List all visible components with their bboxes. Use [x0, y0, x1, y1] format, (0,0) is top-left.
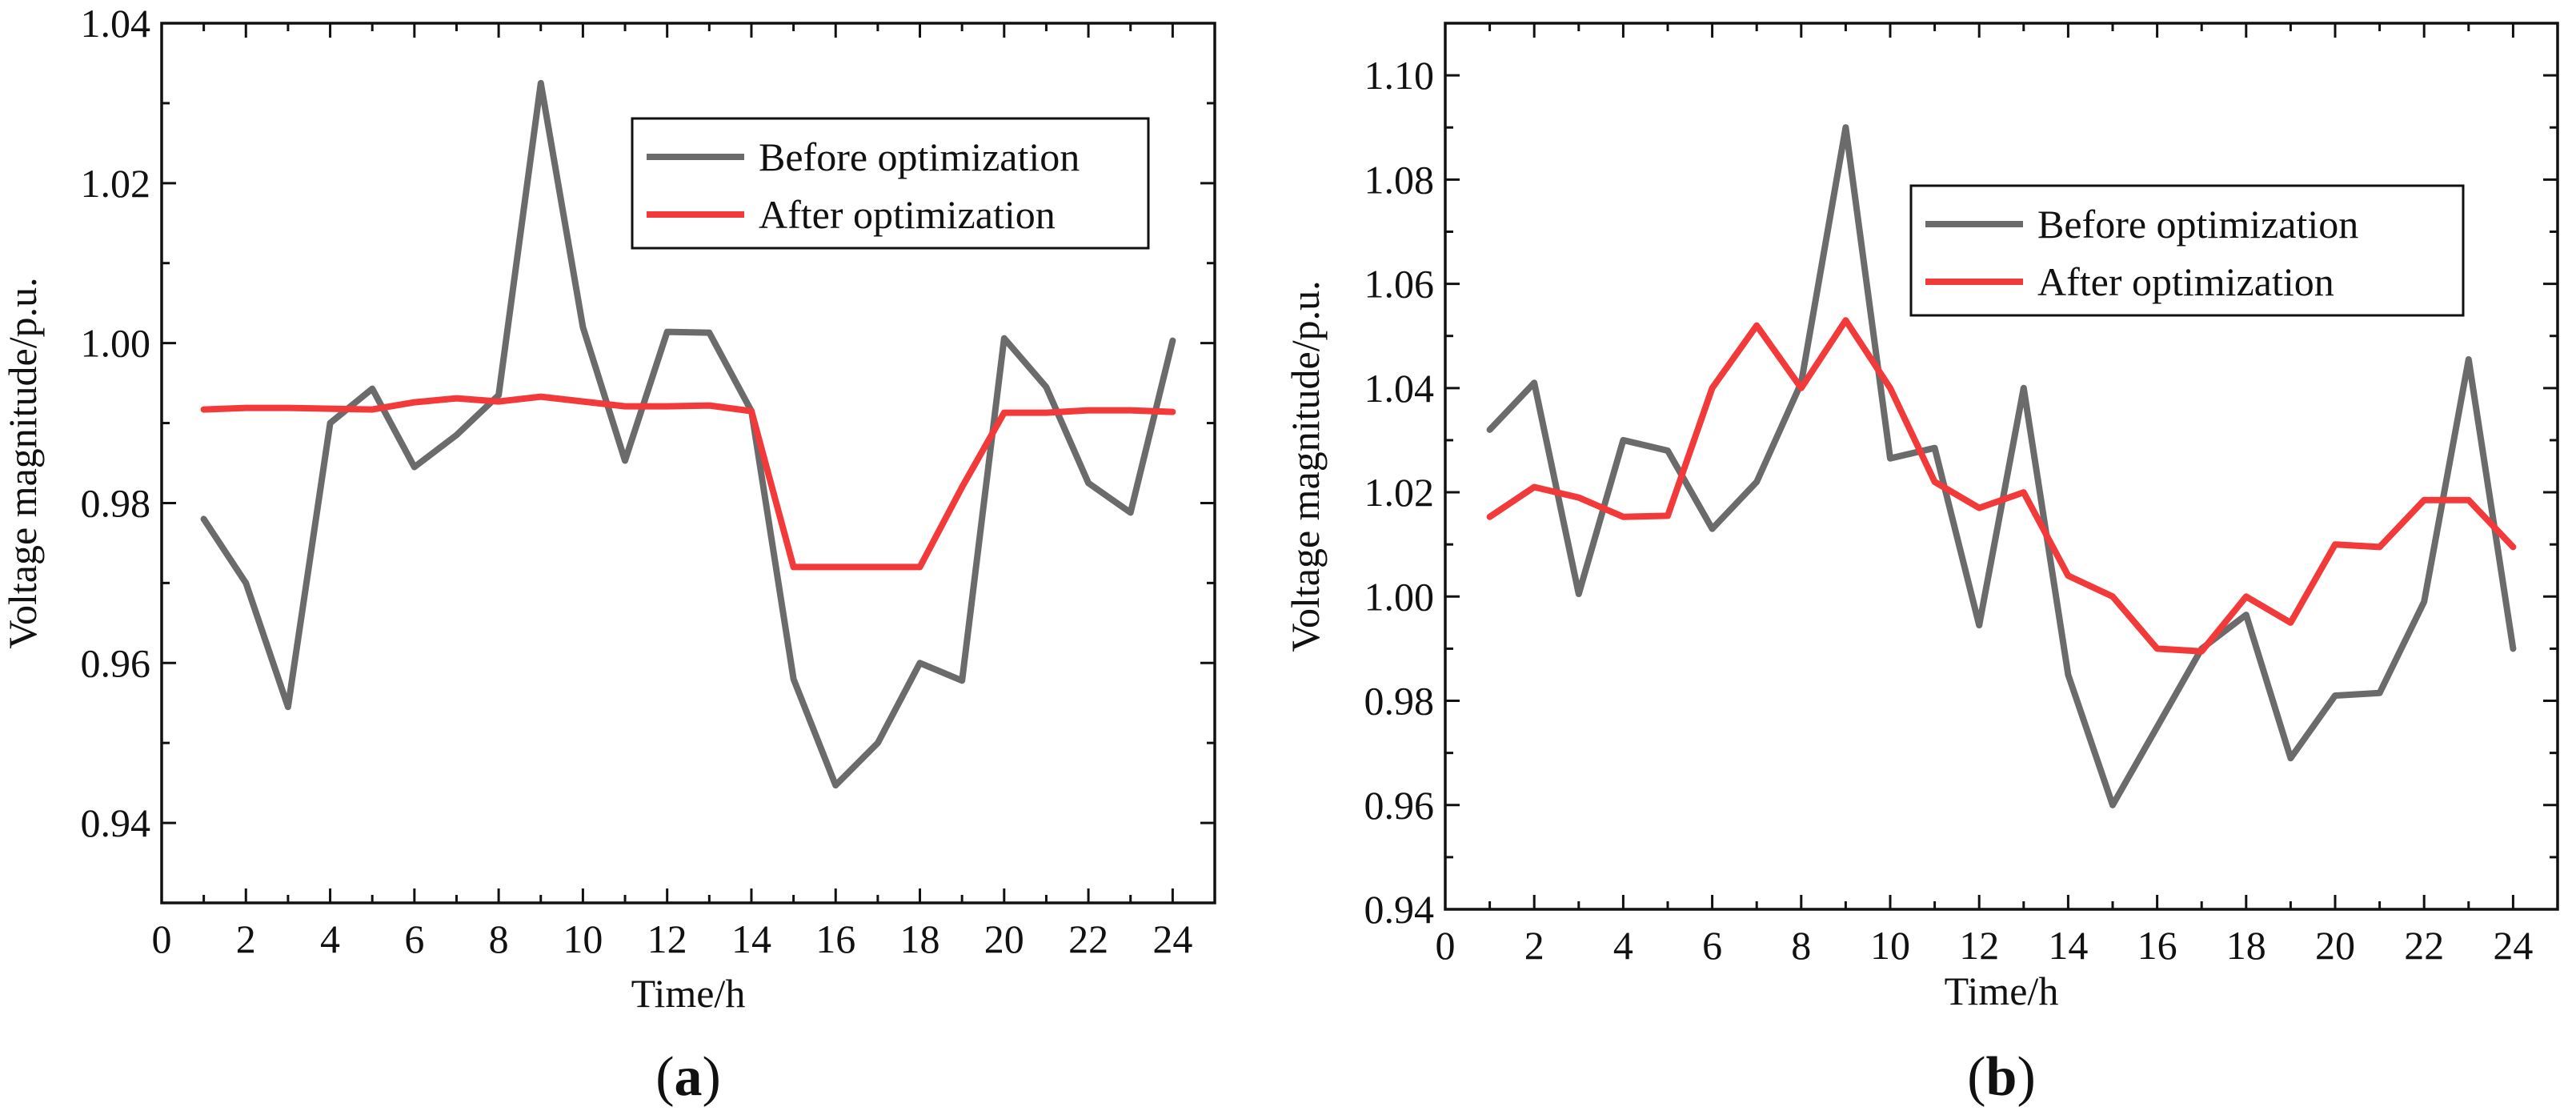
- y-tick-label: 1.00: [81, 321, 151, 366]
- x-tick-label: 12: [647, 916, 687, 961]
- x-tick-label: 18: [2226, 923, 2266, 968]
- x-tick-label: 24: [2493, 923, 2533, 968]
- y-axis-title: Voltage magnitude/p.u.: [0, 277, 45, 648]
- x-tick-label: 22: [2404, 923, 2444, 968]
- series-line-after: [1486, 317, 2517, 655]
- legend-label-before: Before optimization: [2037, 202, 2358, 247]
- y-tick-label: 1.04: [1364, 366, 1435, 411]
- x-tick-label: 12: [1959, 923, 1999, 968]
- x-axis-title: Time/h: [631, 971, 746, 1016]
- y-tick-label: 0.94: [81, 800, 151, 845]
- x-tick-label: 18: [900, 916, 940, 961]
- x-tick-label: 10: [1870, 923, 1910, 968]
- x-tick-label: 10: [563, 916, 603, 961]
- plot-frame: [1444, 22, 2559, 911]
- y-tick-label: 1.04: [81, 1, 151, 46]
- y-tick-label: 0.98: [81, 480, 151, 525]
- series-line-after: [200, 393, 1176, 571]
- x-axis-title: Time/h: [1945, 969, 2059, 1013]
- x-tick-label: 14: [2048, 923, 2088, 968]
- y-tick-label: 1.02: [1364, 470, 1435, 515]
- y-tick-label: 0.94: [1364, 887, 1435, 932]
- x-tick-label: 22: [1068, 916, 1108, 961]
- plot-frame: [160, 22, 1216, 904]
- x-tick-label: 14: [731, 916, 771, 961]
- x-tick-label: 8: [1791, 923, 1811, 968]
- panel-b: 0 2 4 6 8 10 12 14 16 18 20 22 240.940.960.981.001.0…: [1283, 22, 2559, 1108]
- y-tick-label: 1.00: [1364, 574, 1435, 619]
- x-tick-label: 0: [152, 916, 172, 961]
- y-axis-title: Voltage magnitude/p.u.: [1283, 280, 1328, 652]
- y-tick-label: 0.96: [81, 640, 151, 685]
- y-tick-label: 0.96: [1364, 783, 1435, 828]
- x-tick-label: 16: [2137, 923, 2177, 968]
- x-tick-label: 4: [320, 916, 340, 961]
- series-line-before: [200, 79, 1176, 789]
- x-tick-label: 2: [236, 916, 256, 961]
- legend-label-before: Before optimization: [759, 134, 1080, 179]
- x-tick-label: 24: [1152, 916, 1192, 961]
- x-tick-label: 8: [489, 916, 509, 961]
- x-tick-label: 6: [404, 916, 424, 961]
- y-tick-label: 1.02: [81, 161, 151, 206]
- x-tick-label: 2: [1524, 923, 1544, 968]
- x-tick-label: 0: [1436, 923, 1456, 968]
- legend-label-after: After optimization: [759, 192, 1056, 237]
- legend-box: [631, 117, 1150, 250]
- y-tick-label: 1.08: [1364, 157, 1435, 202]
- legend-label-after: After optimization: [2037, 259, 2334, 304]
- y-tick-label: 0.98: [1364, 679, 1435, 724]
- x-tick-label: 20: [2315, 923, 2355, 968]
- panel-a: 0 2 4 6 8 10 12 14 16 18 20 22 240.940.960.981.001.0…: [0, 1, 1216, 1108]
- y-tick-label: 1.10: [1364, 53, 1435, 98]
- x-tick-label: 6: [1702, 923, 1722, 968]
- y-tick-label: 1.06: [1364, 262, 1435, 307]
- x-tick-label: 20: [984, 916, 1024, 961]
- panel-label: (b): [1967, 1046, 2036, 1108]
- x-tick-label: 16: [815, 916, 855, 961]
- series-line-before: [1486, 124, 2517, 808]
- x-tick-label: 4: [1613, 923, 1633, 968]
- legend-box: [1909, 184, 2465, 317]
- panel-label: (a): [655, 1046, 721, 1108]
